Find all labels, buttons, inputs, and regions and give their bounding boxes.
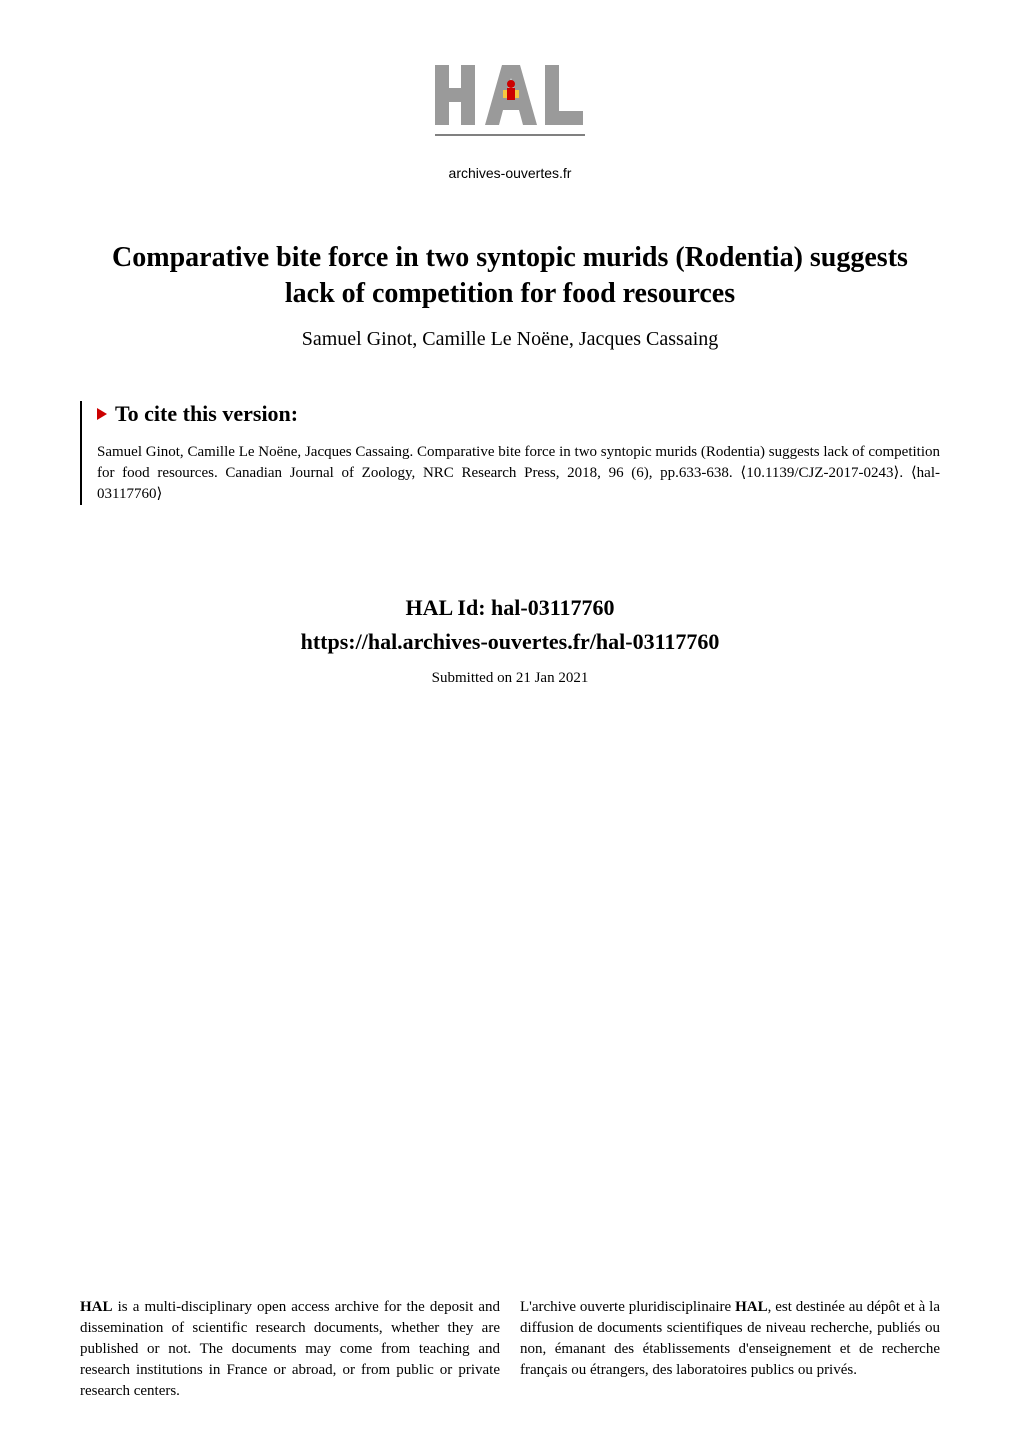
cite-section: To cite this version: Samuel Ginot, Cami…: [80, 401, 940, 505]
cite-title: To cite this version:: [115, 401, 298, 427]
hal-logo-container: archives-ouvertes.fr: [80, 60, 940, 200]
hal-logo: archives-ouvertes.fr: [410, 60, 610, 200]
hal-logo-icon: [430, 60, 590, 160]
triangle-icon: [97, 408, 107, 420]
logo-subtitle: archives-ouvertes.fr: [449, 165, 572, 181]
cite-header: To cite this version:: [97, 401, 940, 427]
submitted-date: Submitted on 21 Jan 2021: [80, 670, 940, 687]
description-columns: HAL is a multi-disciplinary open access …: [80, 1297, 940, 1402]
paper-authors: Samuel Ginot, Camille Le Noëne, Jacques …: [80, 328, 940, 351]
paper-title: Comparative bite force in two syntopic m…: [80, 240, 940, 313]
hal-id-section: HAL Id: hal-03117760 https://hal.archive…: [80, 595, 940, 737]
hal-id: HAL Id: hal-03117760: [80, 595, 940, 621]
citation-text: Samuel Ginot, Camille Le Noëne, Jacques …: [97, 442, 940, 505]
description-right: L'archive ouverte pluridisciplinaire HAL…: [520, 1297, 940, 1402]
hal-url[interactable]: https://hal.archives-ouvertes.fr/hal-031…: [80, 629, 940, 655]
description-left: HAL is a multi-disciplinary open access …: [80, 1297, 500, 1402]
